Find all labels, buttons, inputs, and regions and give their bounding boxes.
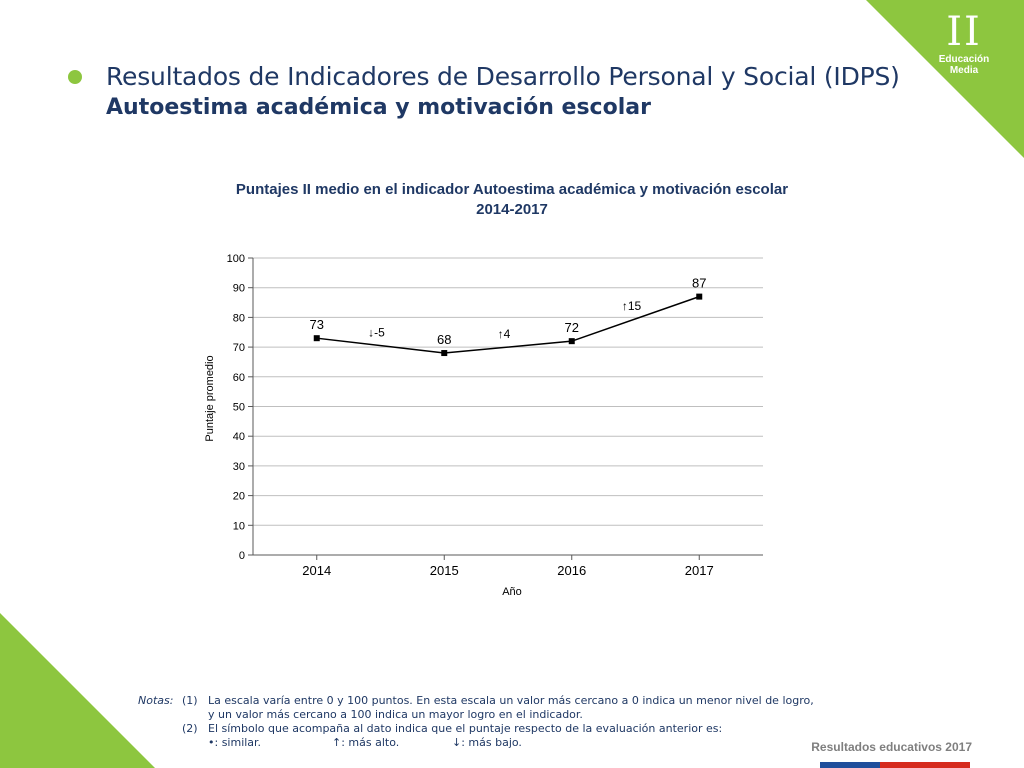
series-line (316, 295, 700, 354)
chart-subtitle: 2014-2017 (476, 201, 548, 218)
flag-stripe (820, 762, 970, 768)
y-axis-label: Puntaje promedio (204, 355, 216, 441)
page-title: Resultados de Indicadores de Desarrollo … (106, 62, 900, 91)
change-label: ↑15 (622, 299, 642, 313)
y-tick-label: 10 (233, 520, 245, 532)
note1-line1: La escala varía entre 0 y 100 puntos. En… (208, 694, 814, 707)
x-axis-label: Año (502, 586, 522, 598)
page-subtitle: Autoestima académica y motivación escola… (106, 95, 651, 120)
level-badge: II Educación Media (924, 10, 1004, 76)
corner-decoration-top-right (866, 0, 1024, 158)
corner-decoration-bottom-left (0, 613, 155, 768)
y-tick-label: 70 (233, 342, 245, 354)
x-tick-label: 2015 (430, 563, 459, 578)
line-chart: 0 10 20 30 40 50 60 70 80 90 100 2014 2015 2016 2017 73… (204, 253, 763, 598)
note1-line2: y un valor más cercano a 100 indica un m… (208, 708, 583, 721)
flag-blue (820, 762, 880, 768)
note1-number: (1) (182, 694, 198, 707)
flag-red (880, 762, 970, 768)
y-tick-label: 40 (233, 431, 245, 443)
y-tick-label: 90 (233, 283, 245, 295)
symbol-higher: ↑: más alto. (332, 736, 400, 749)
y-tick-label: 80 (233, 312, 245, 324)
data-label: 87 (692, 276, 706, 291)
y-tick-label: 20 (233, 491, 245, 503)
data-point (568, 338, 575, 345)
data-point (313, 335, 320, 342)
y-tick-label: 50 (233, 402, 245, 414)
data-point (696, 293, 703, 300)
y-tick-label: 60 (233, 372, 245, 384)
badge-roman: II (946, 9, 982, 55)
data-label: 68 (437, 332, 451, 347)
y-tick-label: 0 (239, 550, 245, 562)
data-point (441, 350, 448, 357)
notes-label: Notas: (138, 694, 174, 707)
note2-line1: El símbolo que acompaña al dato indica q… (208, 722, 723, 735)
data-label: 72 (565, 320, 579, 335)
y-tick-label: 100 (227, 253, 245, 265)
title-bullet-icon (68, 70, 82, 84)
symbol-similar: •: similar. (208, 736, 262, 749)
x-tick-label: 2017 (685, 563, 714, 578)
footer-text: Resultados educativos 2017 (811, 740, 972, 754)
badge-line1: Educación (938, 54, 990, 65)
y-tick-label: 30 (233, 461, 245, 473)
note2-number: (2) (182, 722, 198, 735)
badge-line2: Media (949, 65, 979, 76)
symbol-lower: ↓: más bajo. (452, 736, 522, 749)
change-label: ↑4 (498, 327, 511, 341)
data-label: 73 (310, 317, 324, 332)
chart-title-block: Puntajes II medio en el indicador Autoes… (0, 180, 1024, 220)
chart-title: Puntajes II medio en el indicador Autoes… (235, 181, 789, 198)
x-tick-label: 2014 (302, 563, 331, 578)
x-tick-label: 2016 (557, 563, 586, 578)
change-label: ↓-5 (368, 326, 385, 340)
